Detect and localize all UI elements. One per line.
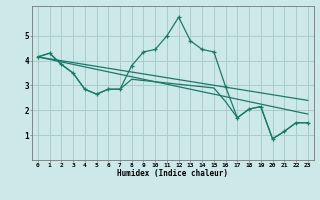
X-axis label: Humidex (Indice chaleur): Humidex (Indice chaleur) (117, 169, 228, 178)
